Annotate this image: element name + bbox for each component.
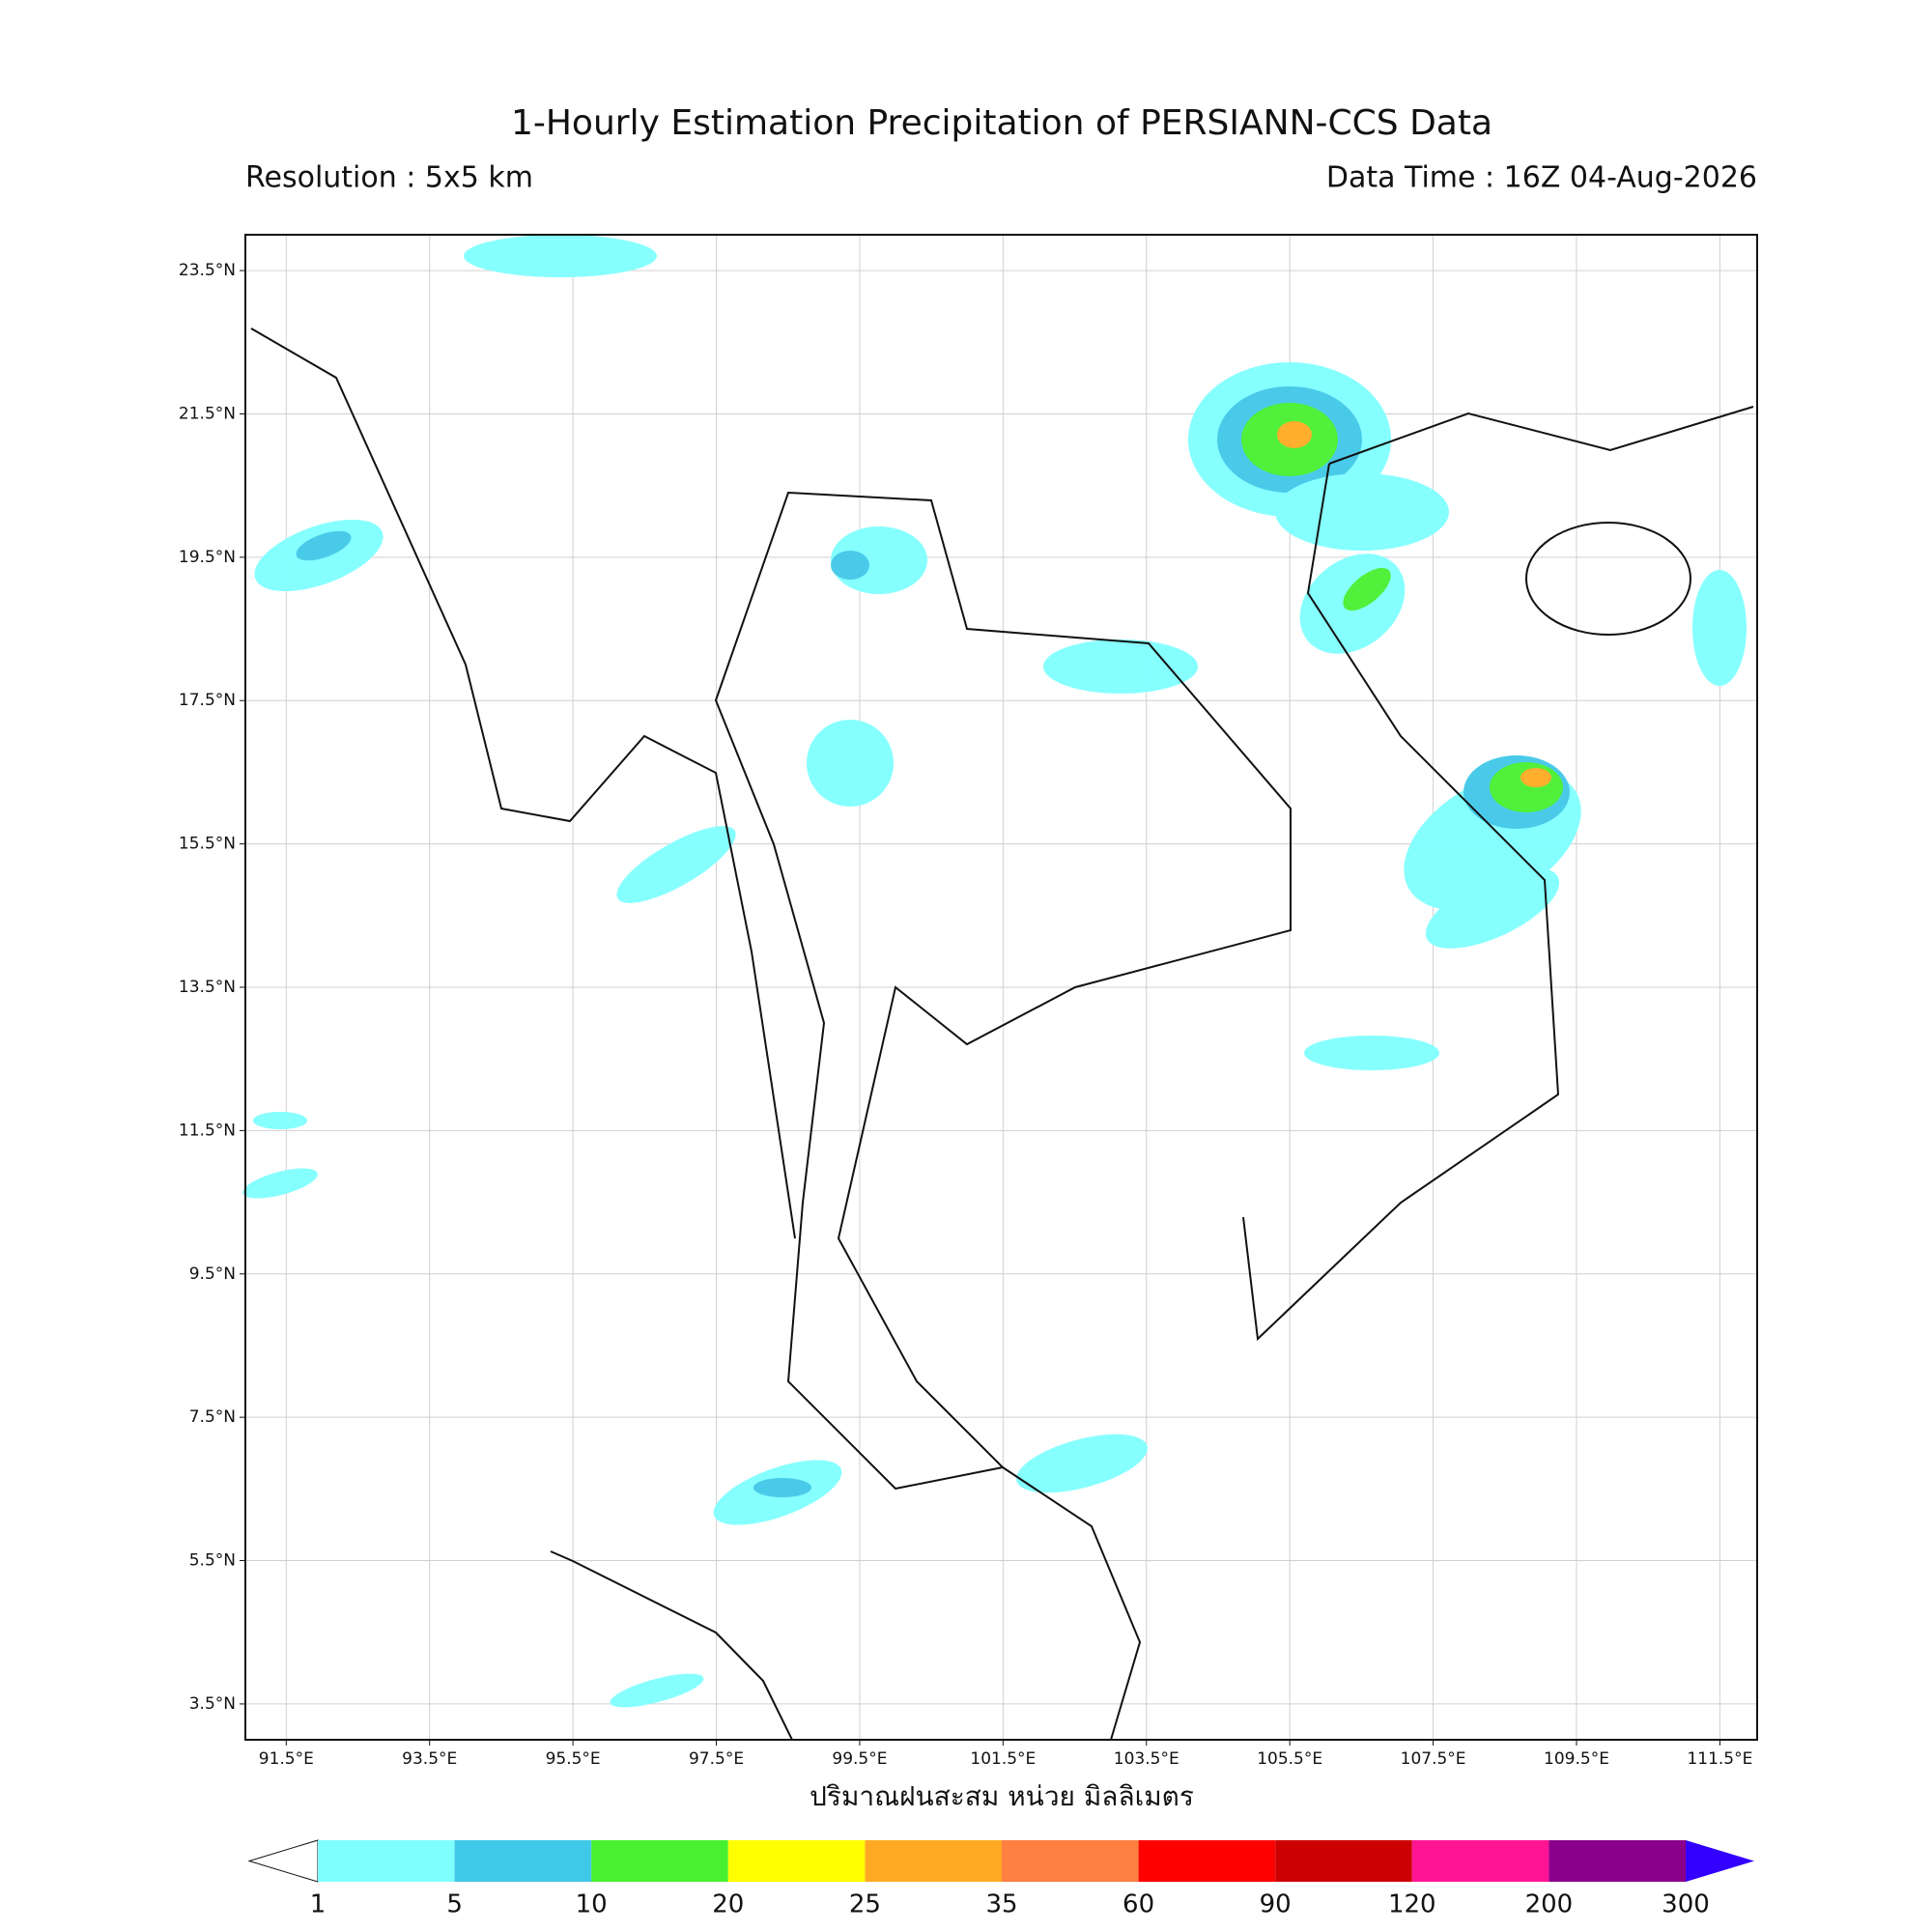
colorbar-label: 35: [985, 1890, 1017, 1919]
china-coast: [1328, 406, 1754, 465]
colorbar-label: 200: [1525, 1890, 1574, 1919]
colorbar: 1 5 10 20 25 35 60 90 120 200 300: [247, 1839, 1754, 1919]
x-tick-label: 95.5°E: [546, 1749, 601, 1769]
coastlines: [250, 327, 1754, 1741]
colorbar-box: [1138, 1840, 1276, 1882]
x-tick-label: 111.5°E: [1687, 1749, 1752, 1769]
rain-area: [1343, 567, 1391, 611]
vietnam-coast: [1242, 463, 1560, 1342]
rain-area: [464, 235, 657, 277]
x-tick-label: 103.5°E: [1114, 1749, 1179, 1769]
data-time: Data Time : 16Z 04-Aug-2026: [1326, 161, 1757, 195]
rain-area: [242, 1168, 318, 1199]
y-tick-label: 21.5°N: [179, 404, 236, 423]
colorbar-label: 120: [1388, 1890, 1436, 1919]
colorbar-box: [454, 1840, 592, 1882]
x-tick-label: 97.5°E: [689, 1749, 744, 1769]
colorbar-under: [247, 1839, 319, 1883]
colorbar-over: [1686, 1840, 1754, 1882]
x-axis-label: ปริมาณฝนสะสม หน่วย มิลลิเมตร: [810, 1780, 1194, 1812]
rain-area: [1490, 762, 1563, 812]
thailand-outline: [714, 491, 1292, 1491]
rain-area: [1277, 421, 1312, 448]
rain-area: [807, 720, 894, 807]
y-tick-label: 3.5°N: [189, 1694, 236, 1714]
rain-area: [1520, 768, 1551, 787]
colorbar-box: [318, 1840, 455, 1882]
colorbar-label: 25: [849, 1890, 881, 1919]
x-tick-label: 109.5°E: [1544, 1749, 1609, 1769]
rain-areas: [242, 235, 1747, 1708]
x-tick-label: 91.5°E: [259, 1749, 314, 1769]
colorbar-box: [1411, 1840, 1549, 1882]
rain-area: [1692, 570, 1747, 686]
colorbar-box: [1548, 1840, 1686, 1882]
colorbar-box: [1275, 1840, 1412, 1882]
rain-area: [616, 826, 736, 903]
y-tick-label: 23.5°N: [179, 261, 236, 280]
rain-area: [1275, 473, 1449, 551]
x-tick-label: 99.5°E: [832, 1749, 887, 1769]
rain-area: [1043, 639, 1198, 694]
myanmar-coast: [250, 327, 796, 1239]
rain-area: [296, 530, 352, 561]
x-tick-label: 93.5°E: [402, 1749, 457, 1769]
colorbar-box: [591, 1840, 728, 1882]
colorbar-box: [865, 1840, 1002, 1882]
x-tick-label: 105.5°E: [1257, 1749, 1322, 1769]
colorbar-label: 5: [446, 1890, 463, 1919]
y-tick-label: 15.5°N: [179, 835, 236, 854]
colorbar-label: 60: [1122, 1890, 1154, 1919]
rain-area: [1016, 1434, 1148, 1493]
rain-area: [753, 1478, 811, 1497]
colorbar-box: [1002, 1840, 1139, 1882]
malaysia-coast: [1002, 1466, 1142, 1741]
y-tick-label: 13.5°N: [179, 978, 236, 997]
colorbar-label: 300: [1662, 1890, 1710, 1919]
y-tick-label: 9.5°N: [189, 1264, 236, 1284]
rain-area: [1425, 867, 1560, 949]
colorbar-label: 10: [576, 1890, 608, 1919]
sumatra-coast: [550, 1550, 793, 1741]
rain-area: [253, 1112, 307, 1129]
rain-area: [1304, 1036, 1439, 1070]
y-tick-label: 19.5°N: [179, 548, 236, 567]
x-tick-label: 107.5°E: [1401, 1749, 1466, 1769]
y-tick-label: 11.5°N: [179, 1121, 236, 1140]
x-tick-label: 101.5°E: [970, 1749, 1036, 1769]
colorbar-label: 1: [310, 1890, 327, 1919]
y-tick-label: 7.5°N: [189, 1407, 236, 1427]
rain-area: [831, 551, 869, 580]
y-tick-label: 17.5°N: [179, 691, 236, 710]
resolution: Resolution : 5x5 km: [245, 161, 533, 195]
rain-area: [610, 1673, 704, 1708]
grid: [245, 235, 1757, 1740]
colorbar-box: [727, 1840, 866, 1882]
colorbar-label: 90: [1260, 1890, 1292, 1919]
y-tick-label: 5.5°N: [189, 1551, 236, 1571]
hainan: [1525, 522, 1691, 636]
title: 1-Hourly Estimation Precipitation of PER…: [511, 103, 1492, 143]
colorbar-label: 20: [712, 1890, 744, 1919]
